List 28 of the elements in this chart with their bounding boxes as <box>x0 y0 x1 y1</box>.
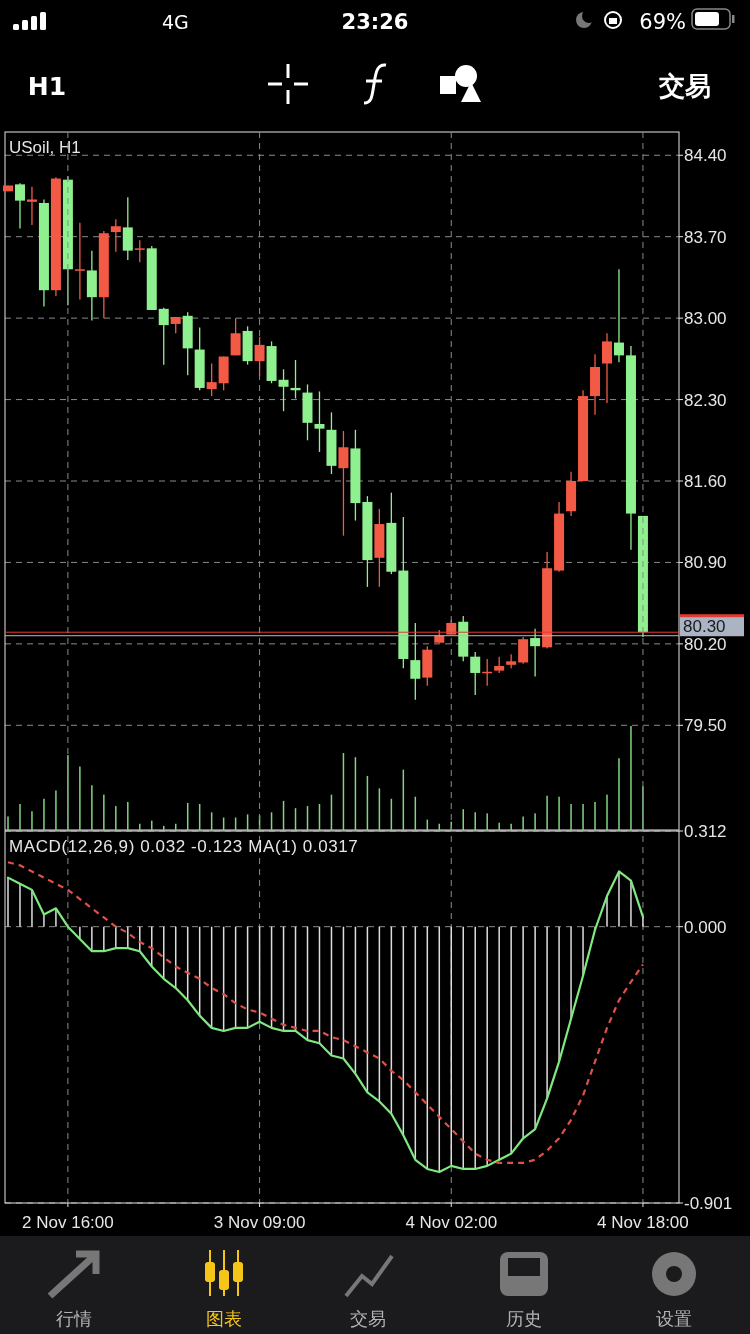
x-tick-label: 3 Nov 09:00 <box>213 1213 306 1232</box>
y-tick-label: 82.30 <box>684 390 727 410</box>
chart-title: MACD(12,26,9) 0.032 -0.123 MA(1) 0.0317 <box>9 837 359 856</box>
text: 设置 <box>656 1308 692 1329</box>
y-tick-label: 83.70 <box>684 227 727 247</box>
text: 交易 <box>658 71 711 101</box>
text: 历史 <box>506 1308 542 1329</box>
y-tick-label: 80.20 <box>684 634 727 654</box>
text: H1 <box>27 72 67 101</box>
y-tick-label: 0.000 <box>684 917 727 937</box>
text: 69% <box>639 10 686 34</box>
y-tick-label: 0.312 <box>684 822 727 841</box>
y-tick-label: 81.60 <box>684 472 727 491</box>
y-tick-label: 79.50 <box>684 716 727 736</box>
text: 4G <box>162 11 189 33</box>
ref-line-label: 80.30 <box>683 617 726 637</box>
y-tick-label: 84.40 <box>684 146 727 166</box>
text: 23:26 <box>341 10 409 34</box>
chart-title: USoil, H1 <box>9 138 81 157</box>
x-tick-label: 2 Nov 16:00 <box>22 1213 114 1232</box>
text: 交易 <box>350 1308 386 1329</box>
text: 图表 <box>206 1308 242 1329</box>
x-tick-label: 4 Nov 02:00 <box>405 1213 498 1232</box>
text: 行情 <box>56 1308 92 1329</box>
y-tick-label: -0.901 <box>684 1194 733 1213</box>
y-tick-label: 80.90 <box>684 553 727 573</box>
y-tick-label: 83.00 <box>684 309 727 329</box>
x-tick-label: 4 Nov 18:00 <box>597 1213 689 1232</box>
